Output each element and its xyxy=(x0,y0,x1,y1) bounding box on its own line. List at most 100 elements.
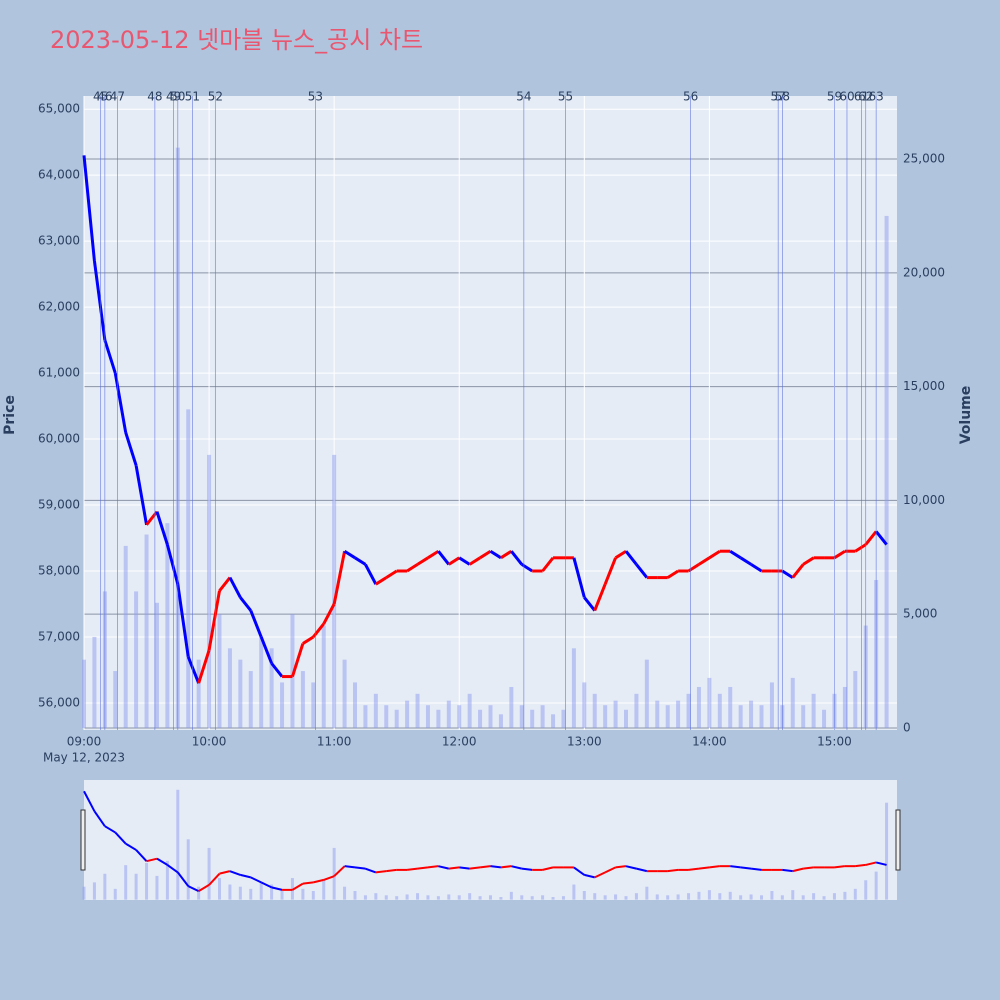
price-segment xyxy=(332,550,347,605)
slider-volume-bar xyxy=(728,891,732,900)
news-label: 53 xyxy=(308,90,323,104)
slider-volume-bar xyxy=(353,890,357,900)
slider-price-segment xyxy=(333,865,346,877)
price-segment xyxy=(802,556,815,566)
volume-bar xyxy=(342,659,347,728)
slider-volume-bar xyxy=(697,891,701,900)
volume-bar xyxy=(373,693,378,728)
volume-bar xyxy=(686,693,691,728)
slider-price-segment xyxy=(104,825,116,834)
slider-volume-bar xyxy=(687,893,691,900)
slider-volume-bar xyxy=(218,878,221,900)
y-tick-label: 60,000 xyxy=(38,432,80,446)
price-segment xyxy=(698,556,711,566)
slider-volume-bar xyxy=(551,897,555,900)
slider-price-segment xyxy=(459,866,470,870)
slider-price-segment xyxy=(114,831,127,845)
slider-price-segment xyxy=(83,790,96,812)
slider-handle[interactable] xyxy=(895,809,901,871)
slider-price-segment xyxy=(511,865,523,870)
slider-price-segment xyxy=(615,865,627,869)
price-segment xyxy=(500,549,513,560)
slider-volume-bar xyxy=(134,873,138,900)
slider-price-segment xyxy=(709,865,720,869)
slider-price-segment xyxy=(166,864,179,874)
slider-volume-bar xyxy=(853,888,857,900)
volume-bar xyxy=(790,677,795,728)
price-segment xyxy=(302,635,315,645)
slider-price-segment xyxy=(375,870,387,874)
slider-price-segment xyxy=(688,867,700,871)
news-label: 56 xyxy=(683,90,698,104)
price-segment xyxy=(708,549,721,560)
slider-price-segment xyxy=(698,866,710,870)
slider-volume-bar xyxy=(676,894,680,900)
volume-bar xyxy=(478,709,483,728)
slider-price-segment xyxy=(427,865,439,869)
slider-price-segment xyxy=(438,865,450,870)
slider-volume-bar xyxy=(92,882,96,900)
slider-volume-bar xyxy=(332,847,336,900)
slider-price-segment xyxy=(177,871,190,887)
slider-handle[interactable] xyxy=(80,809,86,871)
volume-bar xyxy=(811,693,816,728)
slider-price-segment xyxy=(260,881,273,889)
price-segment xyxy=(864,530,878,546)
volume-bar xyxy=(238,659,243,728)
volume-bar xyxy=(571,648,576,728)
slider-volume-bar xyxy=(603,895,607,900)
price-segment xyxy=(427,549,440,560)
price-segment xyxy=(124,432,138,466)
slider-price-segment xyxy=(323,875,335,881)
slider-price-segment xyxy=(354,866,366,870)
y2-tick-label: 25,000 xyxy=(903,152,945,166)
slider-volume-bar xyxy=(270,884,274,900)
slider-price-segment xyxy=(479,865,491,869)
price-segment xyxy=(750,563,763,573)
slider-volume-bar xyxy=(186,839,190,900)
slider-volume-bar xyxy=(634,893,638,900)
slider-price-segment xyxy=(240,873,252,879)
y2-axis-title: Volume xyxy=(958,386,974,445)
price-segment xyxy=(207,590,221,651)
news-label: 62 xyxy=(858,90,873,104)
volume-bar xyxy=(801,705,806,728)
news-label: 63 xyxy=(869,90,884,104)
slider-volume-bar xyxy=(468,893,472,900)
volume-bar xyxy=(321,625,326,728)
plot-area xyxy=(84,96,897,730)
volume-bar xyxy=(749,700,754,728)
slider-volume-bar xyxy=(457,895,461,900)
volume-bar xyxy=(259,636,264,728)
news-label: 58 xyxy=(775,90,790,104)
slider-price-segment xyxy=(219,870,231,875)
slider-volume-bar xyxy=(374,893,378,900)
slider-volume-bar xyxy=(707,890,711,900)
volume-bar xyxy=(123,545,128,728)
slider-volume-bar xyxy=(82,886,86,900)
slider-volume-bar xyxy=(238,886,242,900)
price-segment xyxy=(385,569,398,579)
range-slider[interactable] xyxy=(84,780,897,900)
slider-volume-bar xyxy=(249,888,253,900)
x-tick-label: 11:00 xyxy=(317,735,352,749)
volume-bar xyxy=(530,709,535,728)
price-segment xyxy=(239,596,252,612)
slider-volume-bar xyxy=(478,896,482,900)
slider-volume-bar xyxy=(864,880,868,900)
slider-volume-bar xyxy=(791,890,795,900)
slider-volume-bar xyxy=(405,894,409,900)
price-segment xyxy=(176,583,190,657)
slider-volume-bar xyxy=(520,895,524,900)
slider-price-segment xyxy=(187,885,200,893)
slider-volume-bar xyxy=(363,895,367,900)
price-segment xyxy=(666,569,679,579)
news-label: 47 xyxy=(110,90,125,104)
slider-price-segment xyxy=(406,867,418,871)
news-label: 48 xyxy=(147,90,162,104)
slider-price-segment xyxy=(250,876,262,884)
slider-price-segment xyxy=(594,871,606,879)
slider-price-segment xyxy=(604,866,617,874)
y2-tick-label: 0 xyxy=(903,720,911,734)
volume-bar xyxy=(144,534,149,728)
